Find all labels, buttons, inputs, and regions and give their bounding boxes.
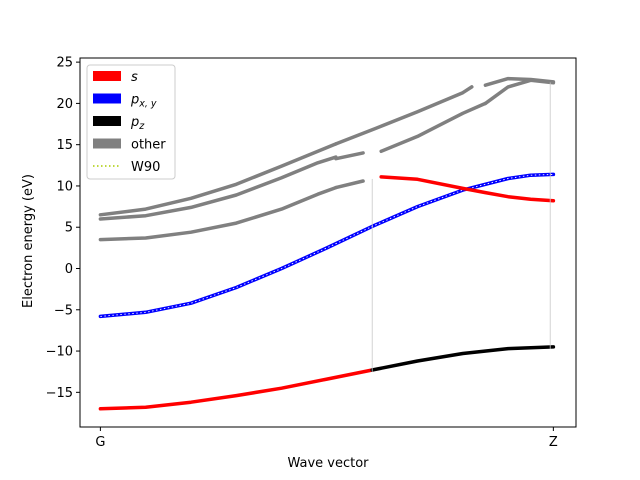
legend-label-other: other <box>131 138 166 153</box>
legend-swatch-s <box>93 71 121 81</box>
y-axis-label: Electron energy (eV) <box>21 174 36 308</box>
band-line-4-0 <box>98 142 338 217</box>
band-line-3-0 <box>98 155 338 221</box>
y-tick-label: −10 <box>46 345 73 360</box>
y-tick-label: 20 <box>56 97 73 112</box>
w90-dotted-overlay-1 <box>100 173 554 317</box>
band-line-2-0 <box>98 185 338 242</box>
plot-area <box>98 76 556 411</box>
band-line-0-1 <box>370 345 556 372</box>
y-tick-label: −15 <box>46 386 73 401</box>
legend-label-w90: W90 <box>131 160 160 175</box>
x-axis-label: Wave vector <box>287 456 369 471</box>
y-tick-label: 15 <box>56 138 73 153</box>
y-tick-label: 5 <box>65 221 73 236</box>
legend-label-pz: pz <box>130 115 145 132</box>
x-tick-label: Z <box>549 435 558 450</box>
axes-frame <box>79 57 577 428</box>
y-tick-label: 0 <box>65 262 73 277</box>
y-tick-label: 25 <box>56 56 73 71</box>
legend-label-pxy: px, y <box>130 93 157 110</box>
band-line-3-2 <box>379 101 488 154</box>
band-line-2-1 <box>334 151 365 161</box>
x-tick-label: G <box>95 435 105 450</box>
legend-label-s: s <box>131 70 138 85</box>
legend: s px, y pz other W90 <box>86 64 176 180</box>
y-tick-label: −5 <box>54 303 73 318</box>
band-line-2-2 <box>379 175 556 203</box>
band-line-0-0 <box>98 368 374 411</box>
legend-swatch-other <box>93 138 121 149</box>
band-line-4-1 <box>334 85 474 146</box>
band-line-4-2 <box>483 76 556 87</box>
legend-swatch-pxy <box>93 93 121 104</box>
axes: −15 −10 −5 0 5 10 15 20 25 G Z <box>46 56 577 450</box>
band-line-3-1 <box>334 179 365 190</box>
legend-swatch-pz <box>93 116 121 126</box>
y-tick-label: 10 <box>56 179 73 194</box>
